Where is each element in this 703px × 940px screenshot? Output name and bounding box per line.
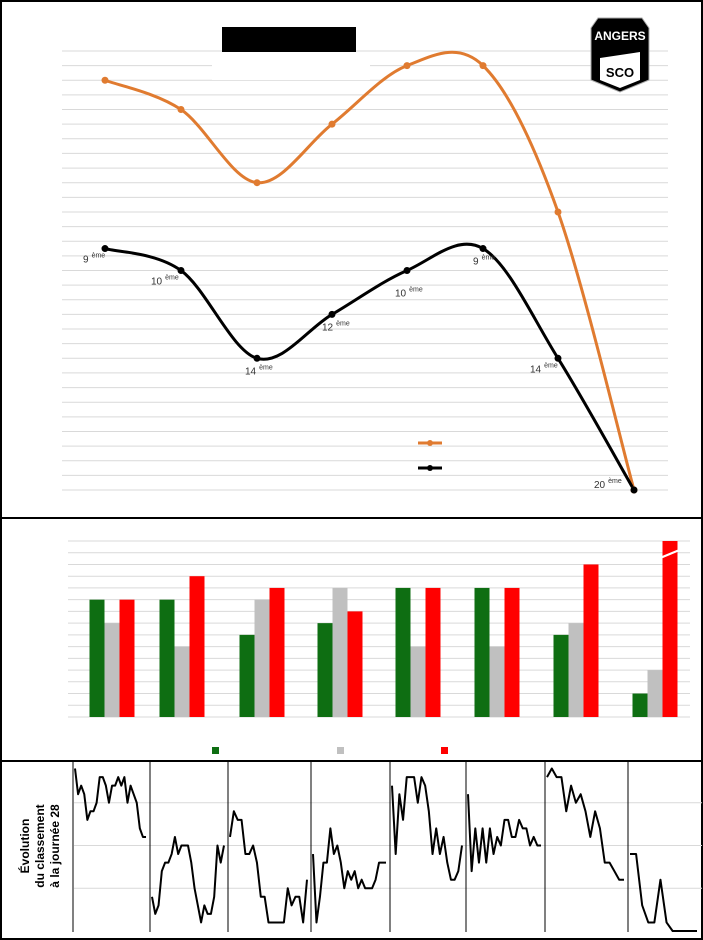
classement-data-label: 9 ème [83,253,105,266]
ranking-sparkline [467,794,541,873]
rank-suffix: ème [165,275,179,282]
rank-suffix: ème [544,362,558,369]
classement-marker [403,267,411,274]
bar-victoires [317,623,333,717]
points-marker [554,208,562,216]
rank-suffix: ème [92,253,106,260]
y-axis-title: Évolutiondu classementà la journée 28 [17,804,62,888]
bar-victoires [159,599,175,717]
bar-victoires [632,693,648,717]
bar-défaites [119,599,135,717]
legend-swatch [337,747,344,754]
rank-value: 10 [151,277,163,288]
bar-nuls [410,646,426,717]
bar-nuls [332,587,348,717]
subtitle-box [212,60,370,80]
bar-défaites [347,611,363,717]
legend-marker [427,440,433,446]
bar-victoires [474,587,490,717]
points-marker [328,120,336,128]
classement-marker [177,267,185,274]
classement-data-label: 9 ème [473,255,495,268]
bar-nuls [254,599,270,717]
points-line [104,50,636,491]
points-marker [177,106,185,114]
classement-marker [479,245,487,253]
classement-marker [328,310,336,318]
ranking-sparkline [229,810,308,924]
bar-nuls [489,646,505,717]
bar-nuls [174,646,190,717]
ranking-sparkline [546,767,624,881]
ranking-sparkline [74,768,146,838]
points-marker [403,62,411,70]
club-logo: ANGERS SCO [590,17,650,93]
points-marker [253,179,261,187]
classement-marker [630,486,638,494]
ranking-sparkline [391,776,463,881]
legend-swatch [212,747,219,754]
title-box [222,27,356,52]
rank-value: 14 [530,364,542,375]
ranking-sparkline [151,835,225,924]
bar-victoires [239,634,255,717]
rank-suffix: ème [608,478,622,485]
logo-stripes [600,52,640,88]
bar-victoires [395,587,411,717]
bar-défaites [189,576,205,717]
classement-data-label: 10 ème [151,275,179,288]
bar-défaites [662,541,678,717]
bar-défaites [425,587,441,717]
legend-swatch [441,747,448,754]
rank-value: 9 [83,255,89,266]
bar-défaites [583,564,599,717]
rank-suffix: ème [259,364,273,371]
rank-suffix: ème [336,320,350,327]
classement-data-label: 14 ème [530,362,558,375]
axis-title-line: à la journée 28 [48,804,62,888]
rank-value: 14 [245,366,257,377]
rank-value: 20 [594,480,606,491]
rank-suffix: ème [482,255,496,262]
ranking-sparkline [312,827,386,924]
points-marker [479,62,487,70]
logo-text: ANGERS [594,29,645,43]
bar-nuls [104,623,120,717]
bar-nuls [647,670,663,717]
rank-suffix: ème [409,287,423,294]
logo-text: SCO [606,65,634,80]
bar-victoires [89,599,105,717]
axis-title-line: du classement [33,804,47,887]
classement-marker [253,354,261,362]
classement-data-label: 10 ème [395,287,423,300]
classement-marker [554,354,562,362]
bar-défaites [504,587,520,717]
ranking-sparkline [630,853,697,932]
legend-marker [427,465,433,471]
classement-data-label: 20 ème [594,478,622,491]
axis-title-line: Évolution [17,819,32,874]
classement-data-label: 14 ème [245,364,273,377]
bar-victoires [553,634,569,717]
bar-défaites [269,587,285,717]
classement-marker [101,245,109,253]
rank-value: 12 [322,322,334,333]
bar-nuls [568,623,584,717]
axis-break-mark [661,549,679,559]
rank-value: 10 [395,289,407,300]
classement-data-label: 12 ème [322,320,350,333]
points-marker [101,76,109,84]
rank-value: 9 [473,257,479,268]
